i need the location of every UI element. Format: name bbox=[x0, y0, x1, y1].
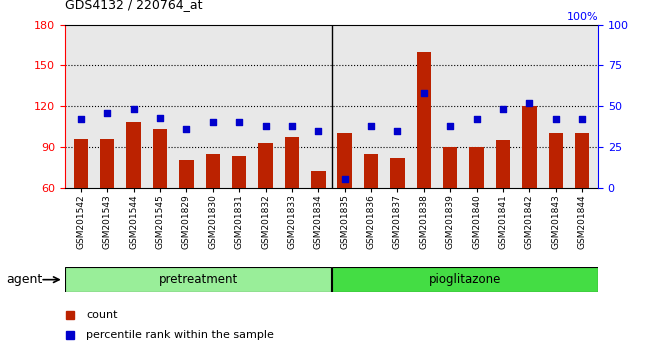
Bar bbox=[311, 171, 326, 188]
Point bbox=[498, 107, 508, 112]
Bar bbox=[179, 160, 194, 188]
Bar bbox=[100, 139, 114, 188]
Bar bbox=[522, 106, 537, 188]
Bar bbox=[73, 139, 88, 188]
Bar bbox=[205, 154, 220, 188]
Point bbox=[445, 123, 456, 129]
Text: pretreatment: pretreatment bbox=[159, 273, 238, 286]
Point bbox=[207, 120, 218, 125]
Bar bbox=[575, 133, 590, 188]
Point bbox=[181, 126, 192, 132]
Point bbox=[75, 116, 86, 122]
Point bbox=[102, 110, 112, 115]
Text: count: count bbox=[86, 310, 118, 320]
Text: percentile rank within the sample: percentile rank within the sample bbox=[86, 330, 274, 341]
Bar bbox=[417, 52, 431, 188]
Bar bbox=[126, 122, 141, 188]
Bar bbox=[469, 147, 484, 188]
Point bbox=[129, 107, 139, 112]
Text: 100%: 100% bbox=[566, 12, 598, 22]
Bar bbox=[496, 140, 510, 188]
Bar bbox=[232, 156, 246, 188]
Bar bbox=[390, 158, 405, 188]
Point bbox=[551, 116, 561, 122]
Bar bbox=[153, 129, 167, 188]
Bar bbox=[65, 267, 332, 292]
Bar bbox=[337, 133, 352, 188]
Point bbox=[392, 128, 402, 133]
Point bbox=[419, 90, 429, 96]
Text: pioglitazone: pioglitazone bbox=[428, 273, 501, 286]
Point bbox=[234, 120, 244, 125]
Bar bbox=[332, 267, 598, 292]
Bar bbox=[549, 133, 563, 188]
Point bbox=[524, 100, 534, 106]
Point bbox=[287, 123, 297, 129]
Point bbox=[155, 115, 165, 120]
Text: GDS4132 / 220764_at: GDS4132 / 220764_at bbox=[65, 0, 203, 11]
Bar bbox=[443, 147, 458, 188]
Point bbox=[313, 128, 324, 133]
Bar bbox=[364, 154, 378, 188]
Bar bbox=[285, 137, 299, 188]
Bar bbox=[258, 143, 273, 188]
Point bbox=[366, 123, 376, 129]
Point bbox=[339, 177, 350, 182]
Text: agent: agent bbox=[6, 273, 43, 286]
Point bbox=[577, 116, 588, 122]
Point bbox=[471, 116, 482, 122]
Point bbox=[261, 123, 271, 129]
